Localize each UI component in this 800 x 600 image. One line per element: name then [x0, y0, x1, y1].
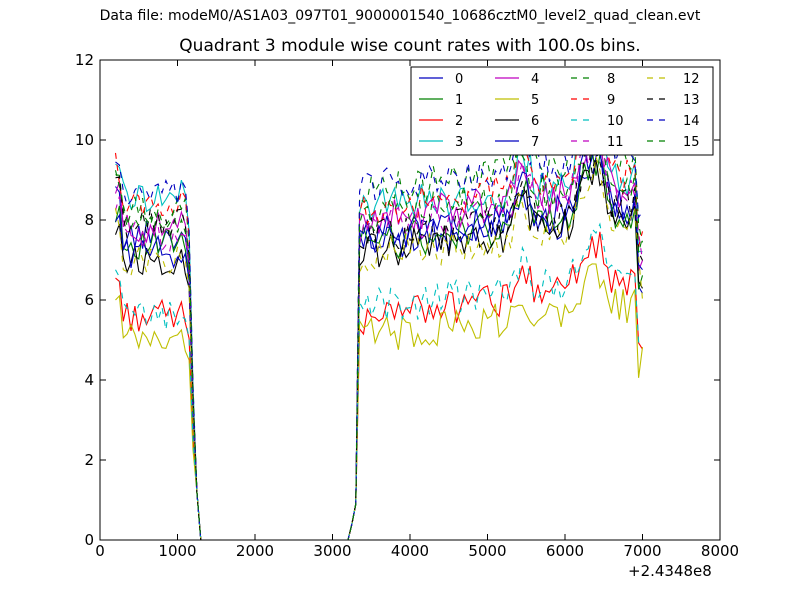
series-line-2: [115, 231, 643, 541]
chart-suptitle: Data file: modeM0/AS1A03_097T01_90000015…: [99, 8, 701, 24]
legend-label: 13: [683, 93, 700, 108]
legend-label: 10: [607, 114, 624, 129]
series-line-5: [115, 263, 644, 541]
x-tick-label: 2000: [236, 542, 274, 560]
legend-label: 7: [531, 135, 539, 150]
series-line-3: [115, 108, 643, 541]
series-line-11: [114, 129, 644, 541]
legend-label: 5: [531, 93, 539, 108]
legend-label: 8: [607, 72, 615, 87]
y-tick-label: 2: [84, 451, 94, 469]
series-layer: [114, 75, 644, 541]
x-tick-label: 5000: [468, 542, 506, 560]
x-tick-label: 4000: [391, 542, 429, 560]
x-axis-offset-label: +2.4348e8: [628, 562, 712, 580]
series-line-8: [115, 94, 644, 541]
y-tick-label: 0: [84, 531, 94, 549]
series-line-6: [114, 160, 643, 541]
series-line-7: [115, 131, 643, 541]
y-tick-label: 8: [84, 211, 94, 229]
legend-frame: [410, 66, 714, 156]
y-tick-label: 4: [84, 371, 94, 389]
x-tick-label: 0: [95, 542, 105, 560]
x-tick-label: 6000: [546, 542, 584, 560]
series-line-14: [115, 75, 643, 541]
x-tick-label: 3000: [313, 542, 351, 560]
series-line-9: [114, 108, 644, 541]
legend-label: 14: [683, 114, 700, 129]
series-line-15: [114, 123, 644, 541]
legend-label: 12: [683, 72, 700, 87]
series-line-1: [114, 150, 644, 541]
legend-label: 15: [683, 135, 700, 150]
y-tick-label: 12: [75, 51, 94, 69]
legend-label: 1: [455, 93, 463, 108]
legend-label: 9: [607, 93, 615, 108]
series-line-4: [114, 115, 644, 541]
legend-label: 4: [531, 72, 539, 87]
series-line-13: [115, 142, 643, 541]
chart-title: Quadrant 3 module wise count rates with …: [179, 36, 641, 56]
legend-label: 6: [531, 114, 539, 129]
axis-layer: 0 1000 2000 3000 4000 5000 6000 7000 80000246810…: [75, 51, 739, 560]
y-tick-label: 6: [84, 291, 94, 309]
series-line-10: [115, 222, 643, 541]
x-tick-label: 7000: [623, 542, 661, 560]
series-line-12: [114, 156, 644, 541]
legend-label: 11: [607, 135, 624, 150]
x-tick-label: 1000: [158, 542, 196, 560]
series-line-0: [115, 145, 643, 541]
y-tick-label: 10: [75, 131, 94, 149]
legend-label: 2: [455, 114, 463, 129]
x-tick-label: 8000: [701, 542, 739, 560]
legend-label: 0: [455, 72, 463, 87]
legend-label: 3: [455, 135, 463, 150]
